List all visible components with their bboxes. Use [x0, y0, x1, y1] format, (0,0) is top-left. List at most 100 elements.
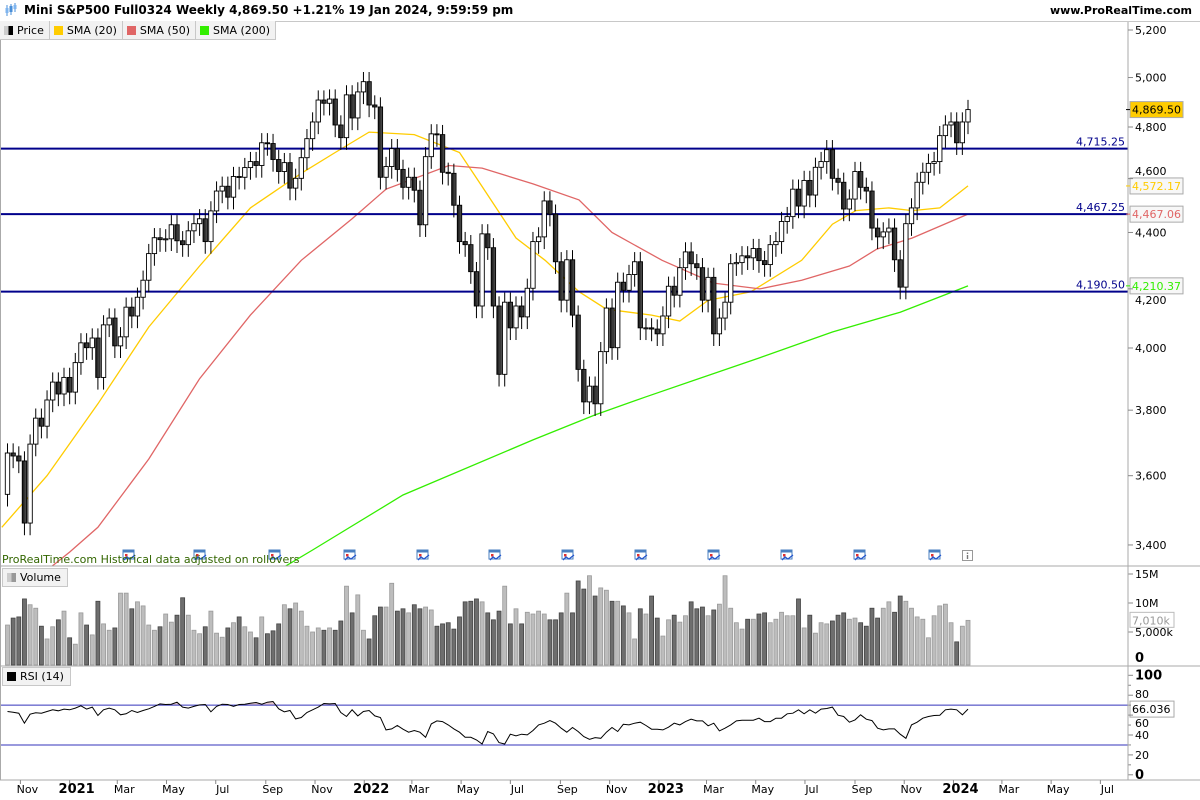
- time-tick-label[interactable]: Nov: [606, 783, 628, 796]
- volume-bar: [773, 618, 779, 666]
- website-link[interactable]: www.ProRealTime.com: [1049, 4, 1192, 17]
- volume-bar: [236, 616, 242, 666]
- trend-arrow: [635, 554, 648, 561]
- candle-body-up: [27, 443, 33, 524]
- volume-bar: [72, 643, 78, 666]
- time-tick-label[interactable]: Mar: [999, 783, 1020, 796]
- horizontal-levels[interactable]: 4,715.25 4,467.25 4,190.50: [0, 136, 1128, 293]
- time-axis[interactable]: Nov 2021 Mar May Jul Sep Nov 2022 Mar May Jul Sep No…: [17, 780, 1114, 797]
- sma-line-20: [1, 131, 969, 528]
- candle: [338, 115, 344, 150]
- time-tick-label[interactable]: May: [751, 783, 774, 796]
- legend-item-rsi[interactable]: RSI (14): [2, 667, 71, 686]
- calendar-event-icon[interactable]: [343, 549, 357, 561]
- candle: [756, 238, 762, 273]
- candle-body-down: [807, 179, 813, 196]
- candle-body-down: [83, 342, 90, 349]
- legend-label: SMA (20): [66, 23, 117, 37]
- candle: [383, 156, 389, 190]
- trend-arrow: [269, 554, 282, 561]
- candle: [389, 139, 395, 179]
- candle-body-up: [908, 207, 915, 225]
- candle: [914, 172, 920, 221]
- candle: [129, 297, 135, 329]
- time-tick-label[interactable]: 2022: [353, 782, 389, 797]
- candle: [16, 446, 22, 474]
- calendar-mark: [491, 554, 494, 557]
- calendar-event-icon[interactable]: [561, 549, 575, 561]
- calendar-event-icon[interactable]: [416, 549, 430, 561]
- candle: [78, 333, 84, 375]
- volume-bar: [39, 625, 44, 666]
- time-tick-label[interactable]: Jul: [804, 783, 818, 796]
- time-tick-label[interactable]: Mar: [703, 783, 724, 796]
- price-pane[interactable]: 4,715.25 4,467.25 4,190.50: [0, 72, 1128, 570]
- time-tick-label[interactable]: Nov: [17, 783, 39, 796]
- legend-label: SMA (200): [213, 23, 271, 37]
- time-tick-label[interactable]: Jul: [1100, 783, 1114, 796]
- time-tick-label[interactable]: Jul: [510, 783, 524, 796]
- calendar-mark: [931, 554, 934, 557]
- info-icon[interactable]: [962, 550, 973, 561]
- volume-bar: [750, 618, 756, 666]
- volume-pane[interactable]: 7,010k 15M 10M 5,000k 0: [5, 568, 1175, 666]
- volume-bar: [298, 610, 304, 666]
- calendar-event-icon[interactable]: [780, 549, 794, 561]
- volume-bar: [530, 613, 536, 666]
- time-tick-label[interactable]: May: [1047, 783, 1070, 796]
- time-tick-label[interactable]: Nov: [311, 783, 333, 796]
- volume-bar: [185, 614, 191, 666]
- time-tick-label[interactable]: 2024: [942, 782, 978, 797]
- calendar-event-icon[interactable]: [268, 549, 282, 561]
- time-tick-label[interactable]: Nov: [901, 783, 923, 796]
- calendar-event-icon[interactable]: [707, 549, 721, 561]
- candle: [360, 72, 367, 105]
- volume-bar: [197, 633, 203, 666]
- time-tick-label[interactable]: May: [457, 783, 480, 796]
- calendar-event-icon[interactable]: [122, 549, 136, 561]
- candle-body-up: [524, 287, 530, 318]
- time-tick-label[interactable]: Sep: [557, 783, 578, 796]
- time-tick-label[interactable]: Mar: [114, 783, 135, 796]
- candle-body-down: [21, 460, 28, 524]
- calendar-event-icon[interactable]: [193, 549, 207, 561]
- candle-body-up: [422, 156, 429, 226]
- time-tick-label[interactable]: Jul: [215, 783, 229, 796]
- calendar-event-icon[interactable]: [488, 549, 502, 561]
- time-tick-label[interactable]: Sep: [852, 783, 873, 796]
- candle-body-down: [874, 227, 881, 238]
- calendar-event-icon[interactable]: [853, 549, 867, 561]
- calendar-mark: [196, 554, 199, 557]
- time-tick-label[interactable]: 2023: [648, 782, 684, 797]
- candle-body-up: [603, 307, 610, 353]
- calendar-event-icon[interactable]: [634, 549, 648, 561]
- volume-bar: [372, 615, 378, 666]
- volume-tick-label: 10M: [1135, 597, 1159, 610]
- candle: [298, 148, 304, 191]
- candle-body-down: [287, 162, 293, 189]
- candlesticks: [4, 72, 971, 536]
- time-tick-label[interactable]: 2021: [59, 782, 95, 797]
- legend-item-price[interactable]: Price: [0, 21, 50, 40]
- volume-bar: [474, 598, 479, 666]
- legend-item-sma50[interactable]: SMA (50): [122, 21, 196, 40]
- legend-item-volume[interactable]: Volume: [2, 568, 68, 587]
- volume-bar: [705, 615, 711, 666]
- time-tick-label[interactable]: Sep: [262, 783, 283, 796]
- candle-body-up: [705, 276, 711, 301]
- volume-bar: [101, 623, 106, 666]
- candle-body-down: [761, 260, 768, 266]
- candle-body-up: [309, 121, 316, 140]
- time-tick-label[interactable]: Mar: [408, 783, 429, 796]
- volume-bar: [219, 636, 225, 666]
- calendar-event-icon[interactable]: [928, 549, 942, 561]
- time-tick-label[interactable]: May: [162, 783, 185, 796]
- legend-item-sma20[interactable]: SMA (20): [49, 21, 123, 40]
- candle-body-up: [846, 198, 853, 210]
- legend-item-sma200[interactable]: SMA (200): [196, 21, 277, 40]
- event-markers[interactable]: [122, 549, 973, 561]
- volume-bar: [140, 605, 146, 666]
- volume-bar: [253, 637, 259, 666]
